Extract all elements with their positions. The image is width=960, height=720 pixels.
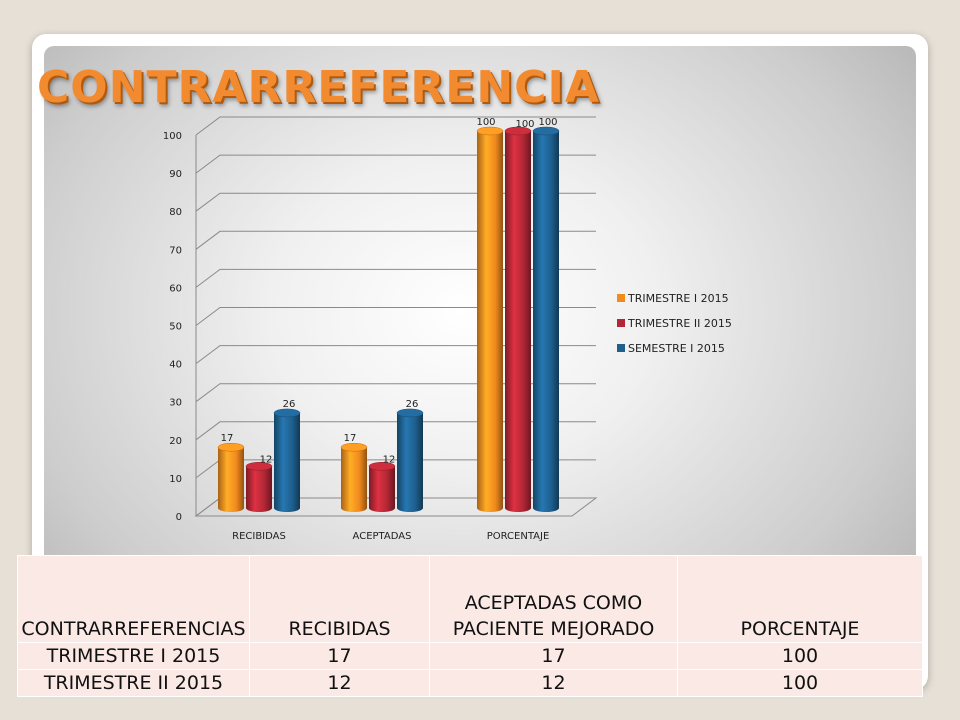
slide-title: CONTRARREFERENCIA (37, 62, 600, 113)
bar-porcentaje-1 (505, 131, 531, 512)
bar-porcentaje-2 (533, 131, 559, 512)
bar-top-cap (368, 462, 396, 471)
legend-label: SEMESTRE I 2015 (628, 342, 725, 355)
gridline (195, 421, 596, 441)
gridline (195, 116, 596, 136)
data-label: 26 (283, 399, 296, 410)
legend-swatch (617, 319, 625, 327)
data-label: 12 (260, 454, 273, 465)
bar-top-cap (504, 126, 532, 136)
table-cell: TRIMESTRE I 2015 (17, 642, 250, 670)
table-cell: 12 (429, 669, 678, 697)
bar-aceptadas-2 (397, 412, 423, 512)
bar-top-cap (245, 462, 273, 471)
table-row: TRIMESTRE II 2015 12 12 100 (17, 669, 923, 697)
legend-label: TRIMESTRE II 2015 (627, 317, 732, 330)
table-cell: 12 (249, 669, 430, 697)
legend-swatch (617, 344, 625, 352)
legend-swatch (617, 294, 625, 302)
y-tick-label: 60 (169, 283, 182, 294)
table-header-cell: PORCENTAJE (677, 555, 923, 643)
bar-porcentaje-0 (477, 131, 503, 512)
y-tick-label: 80 (169, 207, 182, 218)
bar-top-cap (476, 126, 504, 136)
gridline (195, 383, 596, 403)
bar-top-cap (532, 126, 560, 136)
y-tick-label: 10 (169, 474, 182, 485)
x-category-label: PORCENTAJE (487, 531, 550, 542)
y-tick-label: 100 (163, 131, 182, 142)
table-cell: TRIMESTRE II 2015 (17, 669, 250, 697)
gridline (195, 268, 596, 288)
bar-top-cap (217, 442, 245, 452)
bar-aceptadas-1 (369, 466, 395, 512)
bar-top-cap (396, 408, 424, 418)
y-tick-label: 70 (169, 245, 182, 256)
y-tick-label: 20 (169, 436, 182, 447)
bar-aceptadas-0 (341, 447, 367, 512)
table-cell: 17 (429, 642, 678, 670)
bar-top-cap (273, 408, 301, 418)
data-label: 17 (344, 433, 357, 444)
bar-recibidas-2 (274, 412, 300, 512)
y-tick-label: 0 (176, 512, 182, 523)
y-tick-label: 40 (169, 360, 182, 371)
bar-recibidas-0 (218, 447, 244, 512)
gridline (195, 307, 596, 326)
gridline (195, 230, 596, 250)
table-header-cell: CONTRARREFERENCIAS (17, 555, 250, 643)
bar-top-cap (340, 442, 368, 452)
data-table: CONTRARREFERENCIAS RECIBIDAS ACEPTADAS C… (17, 555, 923, 697)
table-row: TRIMESTRE I 2015 17 17 100 (17, 642, 923, 670)
x-category-label: RECIBIDAS (232, 531, 286, 542)
gridline (195, 345, 596, 365)
gridline (195, 192, 596, 212)
y-tick-label: 30 (169, 398, 182, 409)
x-category-label: ACEPTADAS (353, 531, 412, 542)
data-label: 100 (476, 117, 495, 128)
table-cell: 100 (677, 642, 923, 670)
gridline (195, 154, 596, 174)
data-label: 17 (221, 433, 234, 444)
bar-recibidas-1 (246, 466, 272, 512)
y-tick-label: 90 (169, 169, 182, 180)
legend-label: TRIMESTRE I 2015 (627, 292, 729, 305)
table-header-row: CONTRARREFERENCIAS RECIBIDAS ACEPTADAS C… (17, 555, 923, 643)
data-label: 26 (406, 399, 419, 410)
data-label: 100 (538, 117, 557, 128)
data-label: 100 (515, 119, 534, 130)
table-header-cell: ACEPTADAS COMO PACIENTE MEJORADO (429, 555, 678, 643)
y-tick-label: 50 (169, 322, 182, 333)
data-label: 12 (383, 454, 396, 465)
table-cell: 100 (677, 669, 923, 697)
table-header-cell: RECIBIDAS (249, 555, 430, 643)
table-cell: 17 (249, 642, 430, 670)
